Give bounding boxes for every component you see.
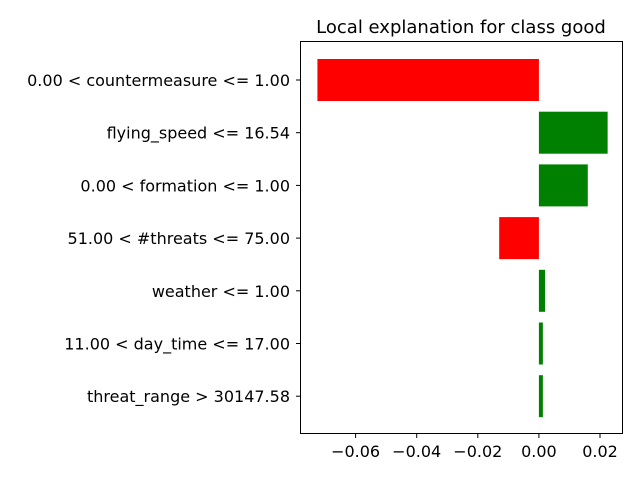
bar-0 [317,59,539,101]
y-tick-label-2: 0.00 < formation <= 1.00 [80,176,290,195]
y-tick-label-5: 11.00 < day_time <= 17.00 [64,335,290,355]
y-tick-label-1: flying_speed <= 16.54 [107,124,290,144]
y-tick-labels: 0.00 < countermeasure <= 1.00 flying_spee… [27,71,300,407]
bar-4 [538,269,546,312]
y-tick-label-6: threat_range > 30147.58 [87,387,290,407]
x-tick-label-4: 0.02 [582,442,618,461]
y-tick-label-3: 51.00 < #threats <= 75.00 [68,229,290,248]
bar-2 [538,164,588,207]
bar-6 [538,375,543,418]
chart-title: Local explanation for class good [316,17,606,38]
x-tick-label-2: −0.02 [453,442,502,461]
bar-3 [499,217,539,260]
x-tick-label-3: 0.00 [521,442,557,461]
x-axis-ticks: −0.06 −0.04 −0.02 0.00 0.02 [331,433,618,461]
plot-frame [300,41,623,434]
bar-1 [538,111,608,154]
x-tick-label-0: −0.06 [331,442,380,461]
bars-layer [317,59,608,418]
y-tick-label-4: weather <= 1.00 [152,282,290,301]
y-tick-label-0: 0.00 < countermeasure <= 1.00 [27,71,290,90]
x-tick-label-1: −0.04 [392,442,441,461]
bar-5 [538,322,543,365]
